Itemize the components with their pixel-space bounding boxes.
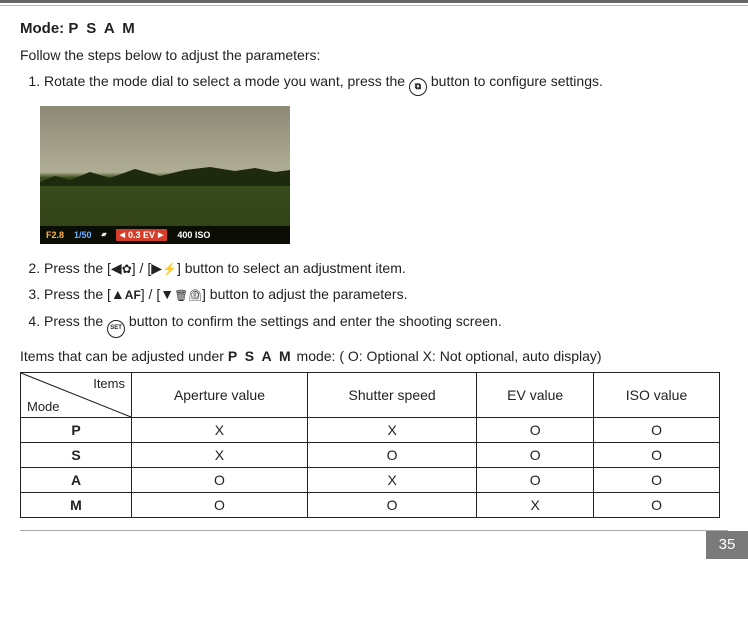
mode-cell: A xyxy=(21,468,132,493)
af-label: AF xyxy=(125,288,141,302)
cell: O xyxy=(132,493,308,518)
mode-cell: P xyxy=(21,418,132,443)
table-intro: Items that can be adjusted under P S A M… xyxy=(20,348,728,364)
col-iso: ISO value xyxy=(594,373,720,418)
step-4: Press the SET button to confirm the sett… xyxy=(44,311,728,338)
preview-aperture: F2.8 xyxy=(46,230,64,240)
col-shutter: Shutter speed xyxy=(307,373,476,418)
steps-list: Rotate the mode dial to select a mode yo… xyxy=(20,71,728,96)
preview-ev-value: 0.3 EV xyxy=(128,230,155,240)
intro-text: Follow the steps below to adjust the par… xyxy=(20,47,728,63)
col-aperture: Aperture value xyxy=(132,373,308,418)
triangle-right-icon: ▶ xyxy=(158,231,163,239)
preview-ev-updown: ▴▾ xyxy=(102,232,106,238)
camera-preview: F2.8 1/50 ▴▾ ◀ 0.3 EV ▶ 400 ISO xyxy=(40,106,290,244)
delete-icon: 🗑 xyxy=(174,290,188,302)
cell: O xyxy=(477,443,594,468)
preview-status-bar: F2.8 1/50 ▴▾ ◀ 0.3 EV ▶ 400 ISO xyxy=(40,226,290,244)
table-diagonal-header: Items Mode xyxy=(21,373,132,418)
diag-mode-label: Mode xyxy=(27,399,60,414)
cell: X xyxy=(132,443,308,468)
step-3: Press the [▲AF] / [▼🗑⏲] button to adjust… xyxy=(44,284,728,305)
cell: O xyxy=(594,468,720,493)
col-ev: EV value xyxy=(477,373,594,418)
modes-table: Items Mode Aperture value Shutter speed … xyxy=(20,372,720,518)
cell: X xyxy=(477,493,594,518)
cell: X xyxy=(307,418,476,443)
timer-icon: ⏲ xyxy=(188,290,202,302)
ev-button-icon: ⧉ xyxy=(409,78,427,96)
down-arrow-icon: ▼ xyxy=(160,286,174,302)
mode-cell: S xyxy=(21,443,132,468)
up-arrow-icon: ▲ xyxy=(111,286,125,302)
cell: X xyxy=(307,468,476,493)
cell: O xyxy=(132,468,308,493)
cell: X xyxy=(132,418,308,443)
steps-list-cont: Press the [◀✿] / [▶⚡] button to select a… xyxy=(20,258,728,338)
step-2: Press the [◀✿] / [▶⚡] button to select a… xyxy=(44,258,728,278)
set-button-icon: SET xyxy=(107,320,125,338)
cell: O xyxy=(594,443,720,468)
cell: O xyxy=(477,418,594,443)
cell: O xyxy=(307,493,476,518)
diag-items-label: Items xyxy=(93,376,125,391)
mode-value: P S A M xyxy=(68,20,136,37)
preview-iso: 400 ISO xyxy=(177,230,210,240)
table-row: P X X O O xyxy=(21,418,720,443)
table-row: A O X O O xyxy=(21,468,720,493)
preview-ev-badge: ◀ 0.3 EV ▶ xyxy=(116,229,168,241)
cell: O xyxy=(307,443,476,468)
cell: O xyxy=(477,468,594,493)
table-row: M O O X O xyxy=(21,493,720,518)
preview-treeline xyxy=(40,164,290,186)
mode-cell: M xyxy=(21,493,132,518)
page-number: 35 xyxy=(706,531,748,559)
cell: O xyxy=(594,418,720,443)
right-arrow-icon: ▶ xyxy=(151,260,162,276)
macro-icon: ✿ xyxy=(122,262,132,276)
preview-shutter: 1/50 xyxy=(74,230,92,240)
table-row: S X O O O xyxy=(21,443,720,468)
table-header-row: Items Mode Aperture value Shutter speed … xyxy=(21,373,720,418)
mode-heading: Mode: P S A M xyxy=(20,20,728,37)
cell: O xyxy=(594,493,720,518)
mode-label: Mode: xyxy=(20,20,64,37)
flash-icon: ⚡ xyxy=(162,262,177,276)
left-arrow-icon: ◀ xyxy=(111,260,122,276)
step-1: Rotate the mode dial to select a mode yo… xyxy=(44,71,728,96)
triangle-left-icon: ◀ xyxy=(120,231,125,239)
